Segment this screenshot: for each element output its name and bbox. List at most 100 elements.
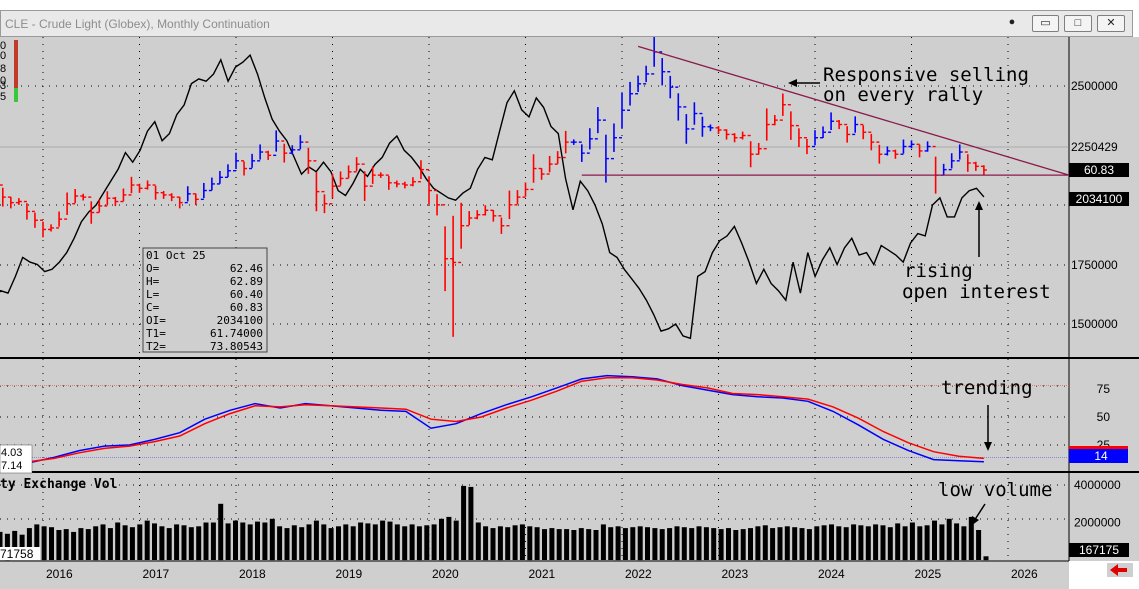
volume-bar [365,523,371,560]
svg-text:3: 3 [0,80,6,92]
volume-bar [600,524,606,560]
svg-text:5: 5 [0,91,6,103]
x-axis-year-label: 2016 [46,567,73,581]
volume-bar [78,528,84,560]
x-axis-year-label: 2025 [915,567,942,581]
volume-bar [225,523,231,560]
volume-bar [255,521,260,560]
info-value: 60.83 [230,301,263,314]
volume-bar [564,529,570,560]
volume-bar [174,524,180,560]
volume-bar [519,524,525,560]
volume-bar [954,523,960,560]
x-axis-year-label: 2024 [818,567,845,581]
info-date: 01 Oct 25 [146,249,206,262]
volume-bar [608,527,614,560]
volume-bar [431,524,437,560]
price-axis-label: 2250429 [1071,140,1118,154]
volume-bar [865,526,871,561]
annotation-responsive-line2: on every rally [823,84,983,106]
volume-bar [240,522,246,560]
volume-bar [674,526,680,561]
volume-bar [313,520,319,560]
volume-bar [821,525,827,560]
volume-bar [696,526,702,561]
left-scale-fragment: 0 0 8 0 3 5 [0,40,18,103]
annotation-trending: trending [941,377,1033,399]
restore-button[interactable]: □ [1064,15,1092,32]
volume-bar [851,524,857,560]
stochastic-lines [0,374,984,464]
volume-bar [689,528,695,560]
stoch-axis-label: 50 [1097,410,1111,424]
scroll-right-icon[interactable] [1107,563,1133,577]
volume-bar [439,518,444,561]
arrow-low-volume [973,503,986,522]
volume-bar [416,526,422,561]
volume-bar [402,526,408,561]
info-key: L= [146,288,160,301]
price-axis-label: 1750000 [1071,258,1118,272]
volume-bar [711,528,717,560]
stoch-D-line [0,377,984,463]
volume-bar [961,526,967,561]
volume-bar [630,527,636,560]
annotation-low-volume: low volume [938,479,1052,501]
x-axis-year-label: 2026 [1011,567,1038,581]
info-key: OI= [146,314,166,327]
volume-bar [336,526,341,561]
x-axis [0,561,1069,589]
info-key: H= [146,275,160,288]
volume-bar [505,527,511,560]
volume-bar [799,528,805,560]
volume-bar [549,528,555,560]
svg-text:0: 0 [0,50,6,62]
volume-bar [218,503,224,561]
volume-bar [770,528,776,560]
volume-bar [740,529,746,560]
volume-bar [188,527,194,560]
record-icon[interactable]: ● [1008,16,1016,28]
x-axis-year-label: 2019 [336,567,363,581]
volume-bar [534,527,540,560]
resistance-trendline [637,45,1070,176]
chart-area[interactable]: 2500000225042917500001500000755025400000… [0,37,1139,589]
close-button[interactable]: ✕ [1097,15,1125,32]
volume-bar [107,528,113,560]
open-interest-tag: 2034100 [1076,192,1123,206]
volume-bar [380,520,386,560]
arrow-head-icon [975,201,983,210]
volume-bar [873,524,879,560]
volume-bar [909,522,915,560]
volume-bar [843,527,849,560]
volume-bar [210,522,216,560]
volume-bar [56,530,62,560]
volume-bar [453,520,459,560]
price-axis-label: 2500000 [1071,79,1118,93]
stoch-value-tag: 14 [1094,449,1108,463]
volume-bar [321,524,327,560]
volume-bar [703,527,709,560]
volume-bar [159,526,165,561]
volume-bar [461,485,467,560]
volume-bar [100,524,106,560]
volume-bar [917,526,923,561]
grid [0,37,1069,561]
minimize-button[interactable]: ▭ [1032,15,1059,32]
info-key: T1= [146,327,166,340]
volume-bar [718,529,724,560]
annotation-rising-line2: open interest [902,281,1051,303]
volume-bar [806,529,812,560]
info-value: 73.80543 [210,340,263,353]
volume-bar [659,529,665,560]
stoch-K-line [0,374,984,464]
volume-bar [129,527,135,560]
volume-bar [137,524,143,560]
volume-axis-label: 4000000 [1074,478,1121,492]
x-axis-year-label: 2023 [722,567,749,581]
volume-bar [829,524,834,560]
volume-bar [115,522,121,560]
volume-axis-label: 2000000 [1074,516,1121,530]
volume-bar [748,528,753,560]
volume-bar [578,528,584,560]
